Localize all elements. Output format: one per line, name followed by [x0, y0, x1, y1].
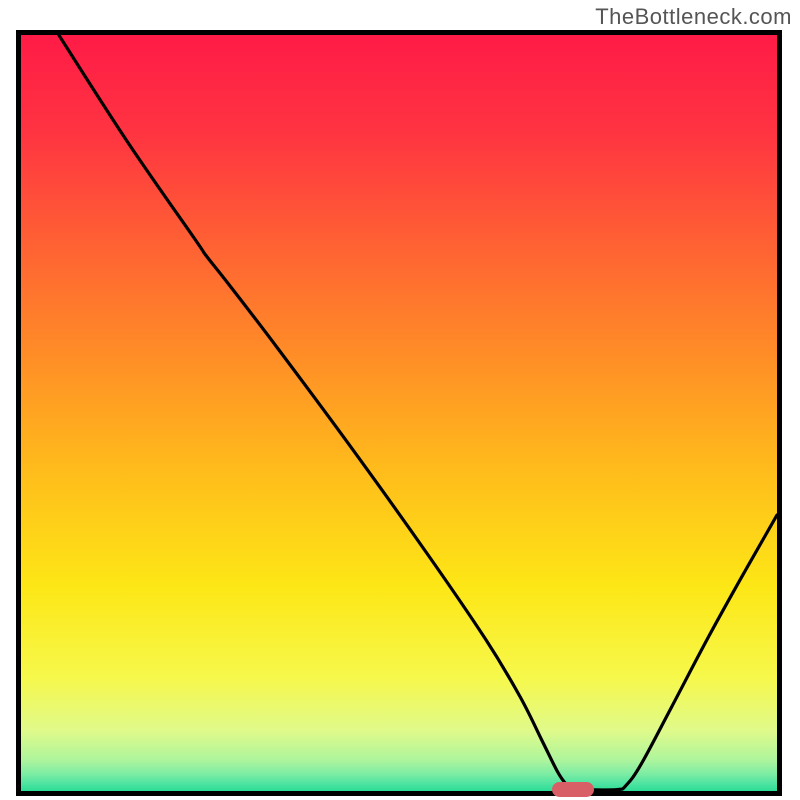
bottleneck-curve [21, 35, 777, 791]
optimum-marker [552, 782, 594, 797]
plot-frame [16, 30, 782, 796]
curve-path [59, 35, 777, 790]
watermark-text: TheBottleneck.com [595, 4, 792, 30]
